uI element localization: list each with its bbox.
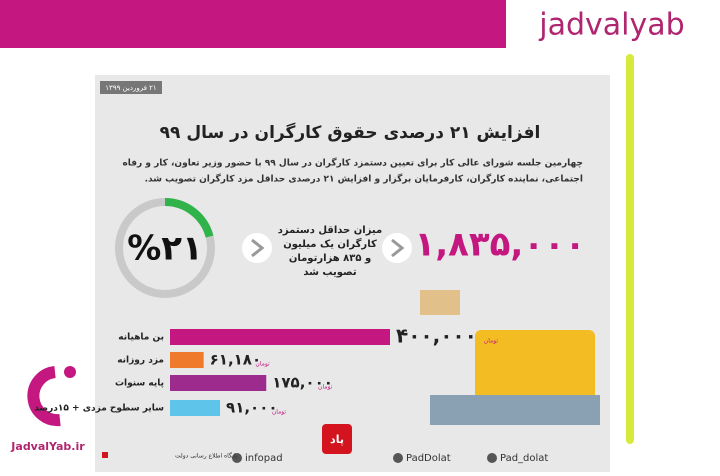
title: افزایش ۲۱ درصدی حقوق کارگران در سال ۹۹ bbox=[160, 122, 541, 143]
bar bbox=[170, 329, 390, 345]
icon bbox=[487, 453, 497, 463]
unit-label: تومان bbox=[318, 384, 333, 391]
value-label: ۹۱,۰۰۰ bbox=[226, 399, 277, 417]
big-number: ۱,۸۳۵,۰۰۰ bbox=[414, 225, 585, 265]
logo-box bbox=[322, 424, 352, 454]
middle-text: میزان حداقل دستمزد bbox=[278, 225, 382, 236]
footer-link: PadDolat bbox=[406, 453, 451, 464]
arrow bbox=[391, 238, 405, 258]
middle-text: کارگران یک میلیون bbox=[283, 237, 377, 250]
gauge-arc bbox=[164, 198, 214, 238]
bar bbox=[170, 352, 204, 368]
bar bbox=[170, 375, 267, 391]
arrow-circle bbox=[382, 233, 412, 263]
pallet-illustration bbox=[420, 290, 460, 315]
gauge-label: %۲۱ bbox=[127, 229, 203, 269]
arrow-circle bbox=[242, 233, 272, 263]
logo-text: پاد bbox=[330, 433, 344, 446]
unit-label: تومان bbox=[255, 361, 270, 368]
category-label: مزد روزانه bbox=[117, 356, 164, 366]
machine-base bbox=[430, 395, 600, 425]
value-label: ۱۷۵,۰۰۰ bbox=[272, 374, 333, 392]
brand-name: jadvalyab bbox=[538, 8, 684, 43]
category-label: پایه سنوات bbox=[115, 379, 164, 389]
date-box bbox=[100, 81, 162, 94]
value-label: ۴۰۰,۰۰۰ bbox=[396, 324, 477, 348]
paragraph-line: اجتماعی، نماینده کارگران، کارفرمایان برگ… bbox=[145, 173, 583, 185]
source-icon bbox=[102, 452, 108, 458]
category-label: بن ماهیانه bbox=[118, 333, 164, 343]
unit-label: تومان bbox=[272, 409, 287, 416]
logo-mark bbox=[27, 366, 61, 427]
arrow bbox=[251, 238, 265, 258]
date: ۲۱ فروردین ۱۳۹۹ bbox=[105, 84, 156, 92]
site: JadvalYab.ir bbox=[10, 440, 85, 453]
icon bbox=[393, 453, 403, 463]
middle-text: و ۸۳۵ هزارتومان bbox=[289, 253, 371, 264]
source: پایگاه اطلاع رسانی دولت bbox=[175, 452, 238, 460]
footer-link: Pad_dolat bbox=[500, 453, 548, 464]
footer-link: infopad bbox=[245, 453, 283, 464]
value-label: ۶۱,۱۸۰ bbox=[210, 351, 261, 369]
paragraph-line: چهارمین جلسه شورای عالی کار برای تعیین د… bbox=[122, 157, 583, 169]
category-label: سایر سطوح مزدی + ۱۵درصد bbox=[34, 404, 164, 414]
logo-dot bbox=[64, 366, 76, 378]
middle-text: تصویب شد bbox=[303, 267, 357, 278]
header-band bbox=[0, 0, 506, 48]
bar bbox=[170, 400, 221, 416]
unit-label: تومان bbox=[484, 338, 499, 345]
icon bbox=[232, 453, 242, 463]
